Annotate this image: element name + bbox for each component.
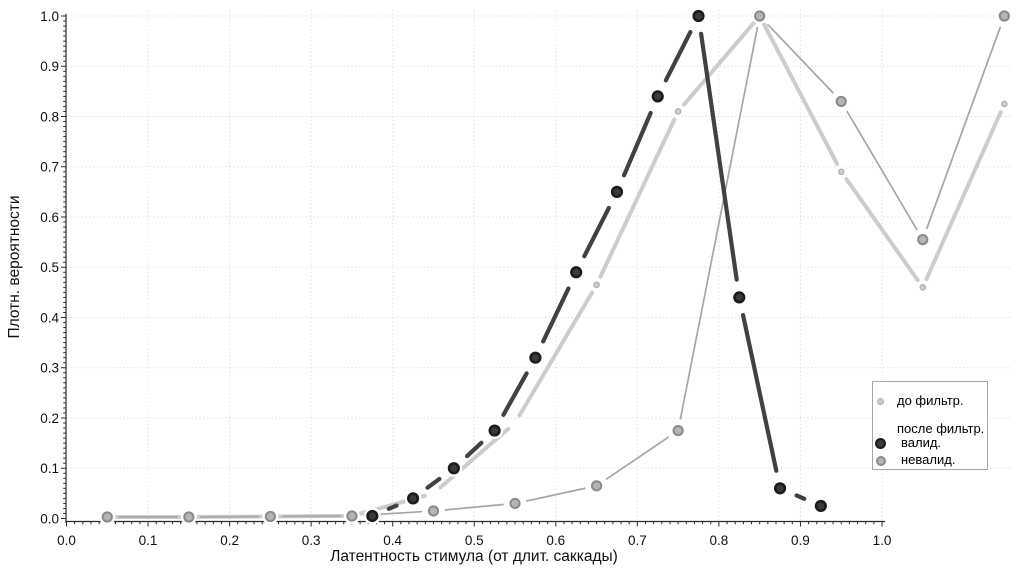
data-point-post_filter_valid bbox=[529, 351, 542, 364]
legend-item-pre-filter: до фильтр. bbox=[873, 393, 987, 409]
data-point-post_filter_valid bbox=[610, 185, 624, 198]
data-point-post_filter_valid bbox=[692, 9, 705, 23]
data-point-post_filter_invalid bbox=[590, 480, 603, 492]
data-point-post_filter_valid bbox=[447, 462, 460, 475]
data-point-post_filter_invalid bbox=[754, 10, 766, 22]
legend-label-valid: валид. bbox=[901, 435, 942, 450]
legend-item-valid: валид. bbox=[873, 435, 987, 451]
data-point-pre_filter bbox=[674, 108, 682, 115]
y-tick-label: 0.0 bbox=[40, 511, 59, 526]
series-markers-post_filter_invalid bbox=[99, 8, 1013, 525]
data-point-post_filter_invalid bbox=[183, 511, 195, 523]
data-point-post_filter_valid bbox=[733, 291, 746, 304]
x-tick-label: 0.3 bbox=[302, 533, 321, 548]
data-point-post_filter_valid bbox=[406, 492, 420, 505]
pre-filter-marker-icon bbox=[877, 398, 884, 405]
data-point-pre_filter bbox=[837, 168, 845, 176]
y-axis-title: Плотн. вероятности bbox=[6, 195, 23, 339]
data-point-post_filter_invalid bbox=[509, 497, 521, 510]
data-point-post_filter_valid bbox=[814, 499, 827, 513]
x-tick-label: 1.0 bbox=[873, 533, 892, 548]
y-tick-label: 0.7 bbox=[40, 160, 59, 175]
data-point-post_filter_invalid bbox=[264, 510, 276, 523]
data-point-post_filter_invalid bbox=[998, 10, 1010, 22]
x-tick-label: 0.9 bbox=[791, 533, 810, 548]
x-tick-label: 0.5 bbox=[465, 533, 484, 548]
y-tick-label: 1.0 bbox=[40, 9, 59, 24]
legend-label-invalid: невалид. bbox=[901, 452, 956, 467]
x-tick-label: 0.7 bbox=[628, 533, 647, 548]
x-tick-label: 0.0 bbox=[57, 533, 76, 548]
data-point-post_filter_invalid bbox=[101, 511, 113, 523]
data-point-post_filter_invalid bbox=[917, 234, 929, 246]
x-axis-title: Латентность стимула (от длит. саккады) bbox=[330, 548, 618, 565]
tick-labels: 0.0 0.1 0.2 0.3 0.4 0.5 0.6 0.7 0.8 0.9 1.0 0.0 0.1 0… bbox=[40, 9, 891, 548]
data-point-post_filter_invalid bbox=[835, 95, 847, 108]
legend-box: до фильтр. после фильтр. валид. невалид. bbox=[872, 381, 988, 470]
x-tick-label: 0.8 bbox=[710, 533, 729, 548]
y-tick-label: 0.8 bbox=[40, 109, 59, 124]
legend-label-post-filter: после фильтр. bbox=[897, 421, 985, 436]
data-point-post_filter_valid bbox=[366, 509, 379, 523]
data-point-pre_filter bbox=[1001, 100, 1008, 108]
y-tick-label: 0.4 bbox=[40, 310, 59, 325]
invalid-marker-icon bbox=[875, 455, 886, 466]
tick-marks bbox=[61, 15, 883, 527]
x-tick-label: 0.4 bbox=[383, 533, 402, 548]
legend-label-pre-filter: до фильтр. bbox=[897, 393, 964, 408]
x-tick-label: 0.1 bbox=[139, 533, 158, 548]
gridlines bbox=[66, 10, 1011, 522]
data-point-pre_filter bbox=[593, 281, 600, 289]
data-point-post_filter_valid bbox=[651, 90, 664, 103]
legend-item-invalid: невалид. bbox=[873, 452, 987, 468]
series-line-post_filter_valid bbox=[386, 29, 807, 511]
data-point-post_filter_invalid bbox=[346, 510, 358, 522]
y-tick-label: 0.9 bbox=[40, 59, 59, 74]
y-tick-label: 0.5 bbox=[40, 260, 59, 275]
data-point-post_filter_valid bbox=[773, 482, 787, 495]
x-tick-label: 0.6 bbox=[546, 533, 565, 548]
y-tick-label: 0.3 bbox=[40, 361, 59, 376]
data-point-post_filter_valid bbox=[570, 266, 583, 279]
data-point-post_filter_invalid bbox=[672, 424, 684, 437]
data-point-pre_filter bbox=[919, 284, 927, 291]
series-line-post_filter_invalid bbox=[118, 23, 1002, 518]
y-tick-label: 0.6 bbox=[40, 210, 59, 225]
legend-header-post-filter: после фильтр. bbox=[873, 421, 987, 437]
y-tick-label: 0.1 bbox=[40, 461, 59, 476]
series-markers-post_filter_valid bbox=[363, 7, 830, 525]
data-point-post_filter_invalid bbox=[427, 505, 440, 517]
x-tick-label: 0.2 bbox=[220, 533, 239, 548]
valid-marker-icon bbox=[875, 438, 886, 449]
y-tick-label: 0.2 bbox=[40, 411, 59, 426]
data-point-post_filter_valid bbox=[488, 424, 501, 437]
series-line-pre_filter bbox=[114, 20, 1003, 519]
